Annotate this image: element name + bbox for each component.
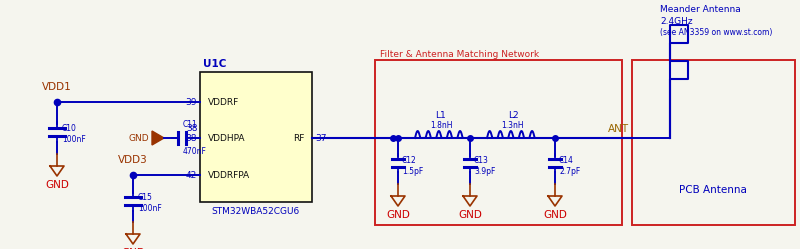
Text: C10: C10 xyxy=(62,124,77,133)
Text: GND: GND xyxy=(121,248,145,249)
Text: 38: 38 xyxy=(186,124,198,133)
Text: RF: RF xyxy=(293,133,304,142)
Text: VDD1: VDD1 xyxy=(42,82,72,92)
Text: 1.3nH: 1.3nH xyxy=(502,121,524,130)
Text: L2: L2 xyxy=(508,111,518,120)
Text: 100nF: 100nF xyxy=(62,135,86,144)
Text: 39: 39 xyxy=(186,98,197,107)
Text: 1.8nH: 1.8nH xyxy=(430,121,452,130)
Text: 38: 38 xyxy=(186,133,197,142)
Text: 37: 37 xyxy=(315,133,326,142)
Text: C14: C14 xyxy=(559,156,574,165)
Text: GND: GND xyxy=(386,210,410,220)
Text: PCB Antenna: PCB Antenna xyxy=(679,185,747,195)
Text: C11: C11 xyxy=(183,120,198,129)
Bar xyxy=(632,60,795,225)
Text: VDDHPA: VDDHPA xyxy=(208,133,246,142)
Text: VDDRF: VDDRF xyxy=(208,98,239,107)
Text: 470nF: 470nF xyxy=(183,147,207,156)
Text: GND: GND xyxy=(543,210,567,220)
Text: 100nF: 100nF xyxy=(138,204,162,213)
Text: 1.5pF: 1.5pF xyxy=(402,167,423,176)
Bar xyxy=(375,60,622,225)
Text: GND: GND xyxy=(458,210,482,220)
Text: ANT: ANT xyxy=(608,124,629,134)
Bar xyxy=(200,72,312,202)
Text: GND: GND xyxy=(45,180,69,190)
Text: GND: GND xyxy=(128,133,149,142)
Text: STM32WBA52CGU6: STM32WBA52CGU6 xyxy=(212,207,300,216)
Text: 2.7pF: 2.7pF xyxy=(559,167,580,176)
Text: 3.9pF: 3.9pF xyxy=(474,167,495,176)
Text: 2.4GHz: 2.4GHz xyxy=(660,17,693,26)
Text: C15: C15 xyxy=(138,193,153,202)
Text: (see AN3359 on www.st.com): (see AN3359 on www.st.com) xyxy=(660,28,772,37)
Text: Filter & Antenna Matching Network: Filter & Antenna Matching Network xyxy=(380,50,539,59)
Text: C13: C13 xyxy=(474,156,489,165)
Text: C12: C12 xyxy=(402,156,417,165)
Polygon shape xyxy=(152,131,164,145)
Text: L1: L1 xyxy=(436,111,446,120)
Text: VDD3: VDD3 xyxy=(118,155,148,165)
Text: 42: 42 xyxy=(186,171,197,180)
Text: U1C: U1C xyxy=(203,59,226,69)
Text: Meander Antenna: Meander Antenna xyxy=(660,5,741,14)
Text: VDDRFPA: VDDRFPA xyxy=(208,171,250,180)
